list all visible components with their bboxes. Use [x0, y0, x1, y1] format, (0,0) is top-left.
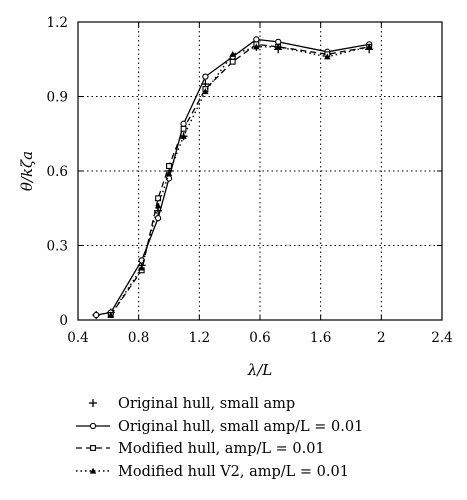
legend-item-1: Original hull, small amp: [89, 396, 295, 412]
data-point-triangle: [165, 170, 173, 177]
legend-label: Modified hull, amp/L = 0.01: [118, 441, 325, 457]
data-point-circle: [154, 215, 162, 222]
y-tick-label: 0: [59, 313, 68, 329]
data-point-triangle: [202, 88, 209, 95]
x-tick-label: 1.6: [310, 330, 331, 346]
y-tick-label: 1.2: [47, 15, 68, 31]
legend-item-3: Modified hull, amp/L = 0.01: [76, 441, 325, 457]
data-point-circle: [89, 422, 97, 430]
data-point-circle: [253, 36, 260, 43]
y-tick-label: 0.3: [47, 239, 68, 255]
x-tick-label: 2.4: [431, 330, 452, 346]
data-point-triangle: [366, 43, 373, 50]
series-2: [93, 36, 373, 319]
y-tick-label: 0.9: [47, 90, 68, 106]
data-point-circle: [202, 73, 209, 80]
data-point-triangle: [107, 311, 114, 318]
data-point-triangle: [154, 202, 162, 209]
data-point-triangle: [138, 264, 145, 271]
data-point-plus: [89, 399, 97, 407]
data-point-triangle: [229, 50, 236, 57]
series-line: [96, 38, 370, 316]
series-4: [107, 43, 373, 318]
series-layer: [92, 36, 374, 320]
y-tick-label: 0.6: [47, 164, 68, 180]
series-1: [92, 42, 374, 320]
data-point-square: [155, 195, 162, 202]
data-point-square: [90, 445, 96, 451]
series-3: [107, 41, 373, 318]
series-line: [110, 43, 370, 316]
legend-label: Modified hull V2, amp/L = 0.01: [118, 464, 349, 480]
data-point-square: [180, 125, 187, 132]
y-axis-label: θ/kζa: [18, 151, 36, 191]
data-point-triangle: [275, 43, 282, 50]
data-point-square: [229, 58, 236, 65]
x-tick-label: 1.2: [189, 330, 210, 346]
x-tick-label: 0.8: [128, 330, 149, 346]
data-point-triangle: [180, 132, 187, 139]
x-tick-label: 2: [377, 330, 386, 346]
x-tick-label: 0.4: [67, 330, 88, 346]
data-point-circle: [93, 311, 100, 319]
x-axis-label: λ/L: [247, 361, 273, 379]
legend-item-4: Modified hull V2, amp/L = 0.01: [76, 464, 349, 480]
axis-ticks: 0.4 0.8 1.2 0.6 1.6 2 2.4 0 0.3 0.6 0.9 1.2: [47, 15, 453, 346]
legend-label: Original hull, small amp/L = 0.01: [118, 419, 363, 435]
legend-label: Original hull, small amp: [118, 396, 295, 412]
series-line: [110, 46, 370, 316]
x-tick-label: 0.6: [249, 330, 270, 346]
legend-item-2: Original hull, small amp/L = 0.01: [76, 419, 363, 435]
data-point-square: [166, 163, 172, 169]
data-point-triangle: [253, 43, 260, 50]
data-point-triangle: [324, 53, 331, 60]
legend: Original hull, small amp Original hull, s…: [76, 396, 363, 480]
data-point-triangle: [89, 467, 97, 474]
